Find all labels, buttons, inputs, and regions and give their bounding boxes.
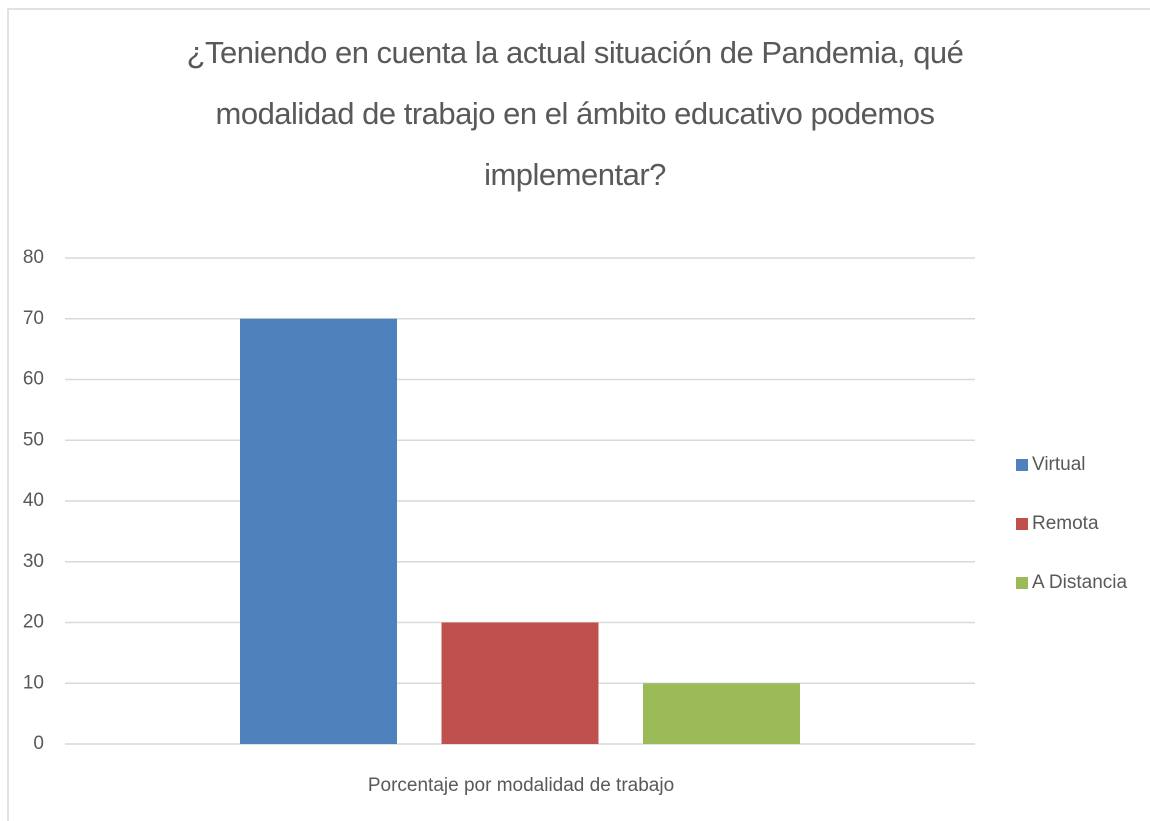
bar [643, 683, 800, 744]
legend-swatch [1016, 518, 1028, 530]
y-tick-label: 30 [23, 551, 44, 572]
y-tick-label: 40 [23, 490, 44, 511]
legend-swatch [1016, 459, 1028, 471]
y-tick-label: 60 [23, 369, 44, 390]
bar [240, 318, 397, 744]
y-tick-label: 10 [23, 672, 44, 693]
legend-swatch [1016, 577, 1028, 589]
y-tick-label: 50 [23, 429, 44, 450]
chart-title: ¿Teniendo en cuenta la actual situación … [186, 35, 964, 192]
legend-label: A Distancia [1032, 572, 1127, 593]
legend-label: Virtual [1032, 454, 1086, 475]
y-tick-label: 0 [33, 733, 44, 754]
legend-label: Remota [1032, 513, 1099, 534]
y-tick-label: 20 [23, 612, 44, 633]
y-tick-label: 80 [23, 247, 44, 268]
chart-border [7, 8, 1150, 821]
y-tick-label: 70 [23, 308, 44, 329]
x-tick-label: Porcentaje por modalidad de trabajo [368, 775, 674, 796]
bar [441, 622, 599, 744]
